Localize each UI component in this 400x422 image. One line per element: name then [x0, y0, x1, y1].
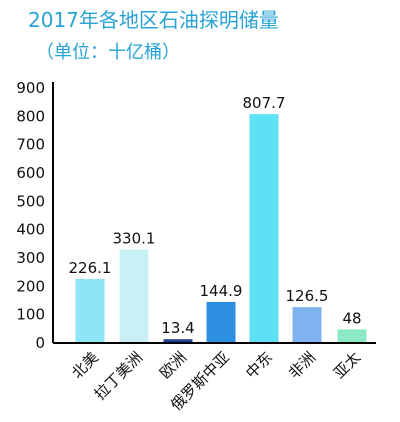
category-label: 中东 — [242, 348, 276, 382]
category-label: 非洲 — [285, 348, 319, 382]
bar — [249, 114, 279, 343]
y-tick-label: 700 — [16, 136, 45, 154]
bar — [119, 249, 149, 343]
y-tick-label: 900 — [16, 79, 45, 97]
bars — [75, 114, 367, 343]
category-label: 拉丁美洲 — [91, 348, 146, 403]
category-label: 亚太 — [330, 348, 364, 382]
category-label: 欧洲 — [156, 348, 190, 382]
y-tick-label: 500 — [16, 192, 45, 210]
chart-title: 2017年各地区石油探明储量 — [28, 8, 279, 32]
category-label: 北美 — [68, 348, 102, 382]
data-label: 13.4 — [161, 319, 194, 337]
data-label: 330.1 — [113, 229, 156, 247]
data-label: 144.9 — [200, 282, 243, 300]
bar — [337, 329, 367, 343]
y-tick-label: 100 — [16, 306, 45, 324]
chart-subtitle: （单位：十亿桶） — [36, 42, 180, 63]
data-label: 126.5 — [286, 287, 329, 305]
y-tick-label: 200 — [16, 277, 45, 295]
data-label: 226.1 — [69, 259, 112, 277]
y-tick-label: 300 — [16, 249, 45, 267]
y-tick-label: 400 — [16, 221, 45, 239]
bar — [206, 301, 236, 343]
data-label: 807.7 — [243, 94, 286, 112]
y-tick-label: 800 — [16, 107, 45, 125]
bar — [75, 278, 105, 343]
bar — [292, 307, 322, 343]
bar — [163, 339, 193, 343]
y-tick-label: 0 — [35, 334, 45, 352]
data-label: 48 — [342, 309, 361, 327]
y-axis-ticks: 0 100 200 300 400 500 600 700 800 900 — [16, 79, 45, 352]
y-tick-label: 600 — [16, 164, 45, 182]
